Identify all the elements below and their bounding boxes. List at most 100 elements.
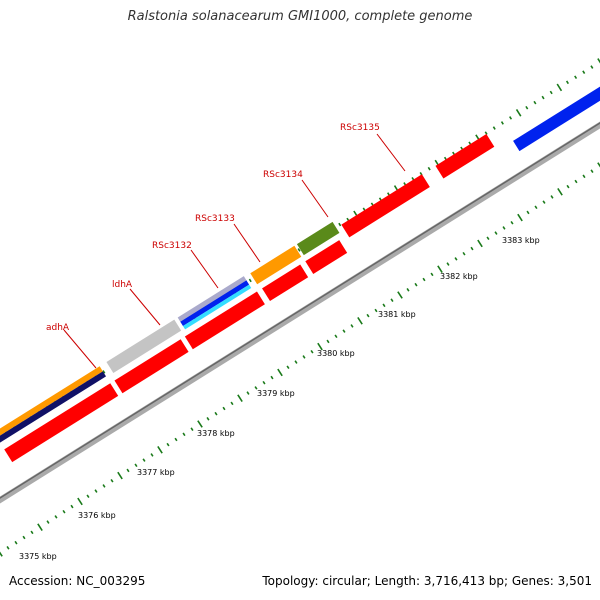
- minor-tick: [390, 298, 394, 302]
- minor-tick: [310, 349, 314, 354]
- feature-RSc3133: [296, 221, 340, 256]
- minor-tick: [142, 458, 146, 462]
- feature-RSc3134: [341, 174, 430, 238]
- feature-red-5: [305, 240, 348, 275]
- outer-tick-track: [4, 58, 600, 435]
- minor-tick: [14, 540, 18, 545]
- minor-tick: [374, 308, 378, 313]
- minor-tick: [382, 303, 386, 308]
- major-tick: [317, 342, 323, 351]
- kbp-label-3377: 3377 kbp: [137, 468, 175, 477]
- minor-tick: [86, 494, 90, 499]
- minor-tick: [541, 95, 545, 100]
- minor-tick: [525, 105, 529, 110]
- minor-tick: [102, 370, 106, 374]
- minor-tick: [582, 174, 586, 179]
- minor-tick: [22, 535, 26, 540]
- kbp-label-3383: 3383 kbp: [502, 236, 540, 245]
- minor-tick: [430, 272, 434, 277]
- kbp-label-3379: 3379 kbp: [257, 389, 295, 398]
- feature-orange-left: [0, 366, 103, 438]
- minor-tick: [502, 226, 506, 230]
- kbp-label-3378: 3378 kbp: [197, 429, 235, 438]
- minor-tick: [126, 468, 130, 473]
- minor-tick: [230, 401, 234, 406]
- minor-tick: [526, 210, 530, 215]
- minor-tick: [182, 432, 186, 437]
- gene-label-RSc3134: RSc3134: [263, 170, 303, 180]
- minor-tick: [492, 126, 496, 130]
- feature-navy-left: [0, 371, 107, 443]
- kbp-label-3376: 3376 kbp: [78, 511, 116, 520]
- minor-tick: [510, 220, 514, 225]
- minor-tick: [484, 131, 488, 135]
- feature-ldhA-cyan: [182, 284, 252, 330]
- minor-tick: [565, 80, 569, 85]
- major-tick: [197, 420, 203, 428]
- minor-tick: [590, 169, 594, 173]
- minor-tick: [62, 509, 66, 514]
- minor-tick: [110, 478, 114, 483]
- feature-RSc3132: [250, 245, 302, 285]
- major-tick: [597, 58, 600, 64]
- minor-tick: [509, 116, 513, 120]
- minor-tick: [297, 248, 301, 252]
- minor-tick: [549, 90, 553, 95]
- major-tick: [0, 551, 3, 557]
- minor-tick: [262, 380, 266, 385]
- minor-tick: [454, 257, 458, 261]
- minor-tick: [534, 205, 538, 210]
- major-tick: [397, 291, 403, 299]
- minor-tick: [326, 339, 330, 344]
- major-tick: [437, 265, 443, 273]
- kbp-label-3382: 3382 kbp: [440, 272, 478, 281]
- minor-tick: [46, 520, 50, 524]
- genome-stats-text: Topology: circular; Length: 3,716,413 bp…: [262, 574, 592, 588]
- minor-tick: [270, 375, 274, 380]
- feature-blue-right: [513, 58, 600, 152]
- minor-tick: [70, 504, 74, 509]
- minor-tick: [174, 437, 178, 442]
- minor-tick: [366, 313, 370, 318]
- minor-tick: [422, 277, 426, 282]
- minor-tick: [6, 546, 10, 550]
- minor-tick: [254, 386, 258, 390]
- minor-tick: [582, 70, 586, 74]
- minor-tick: [54, 515, 58, 519]
- feature-ldhA: [180, 280, 250, 326]
- major-tick: [556, 83, 563, 92]
- minor-tick: [574, 179, 578, 184]
- minor-tick: [574, 75, 578, 80]
- gene-label-RSc3133: RSc3133: [195, 214, 235, 224]
- minor-tick: [294, 360, 298, 364]
- minor-tick: [190, 427, 194, 431]
- minor-tick: [470, 246, 474, 251]
- minor-tick: [500, 121, 504, 125]
- minor-tick: [533, 100, 537, 105]
- minor-tick: [462, 251, 466, 256]
- minor-tick: [446, 262, 450, 266]
- gene-label-RSc3132: RSc3132: [152, 241, 192, 251]
- minor-tick: [494, 231, 498, 235]
- feature-red-1: [4, 383, 119, 463]
- major-tick: [515, 108, 522, 117]
- major-tick: [517, 213, 523, 222]
- major-tick: [77, 497, 83, 506]
- minor-tick: [590, 65, 594, 69]
- minor-tick: [222, 406, 226, 411]
- minor-tick: [427, 166, 431, 171]
- genome-backbone: [0, 121, 600, 504]
- map-title: Ralstonia solanacearum GMI1000, complete…: [127, 9, 473, 24]
- minor-tick: [414, 282, 418, 287]
- minor-tick: [94, 489, 98, 493]
- minor-tick: [102, 484, 106, 488]
- minor-tick: [342, 329, 346, 333]
- gene-label-ldhA: ldhA: [112, 280, 133, 290]
- inner-tick-track: [0, 162, 600, 557]
- feature-RSc3135: [435, 134, 495, 179]
- kbp-label-3375: 3375 kbp: [19, 552, 57, 561]
- minor-tick: [206, 417, 210, 421]
- minor-tick: [542, 200, 546, 204]
- minor-tick: [214, 411, 218, 416]
